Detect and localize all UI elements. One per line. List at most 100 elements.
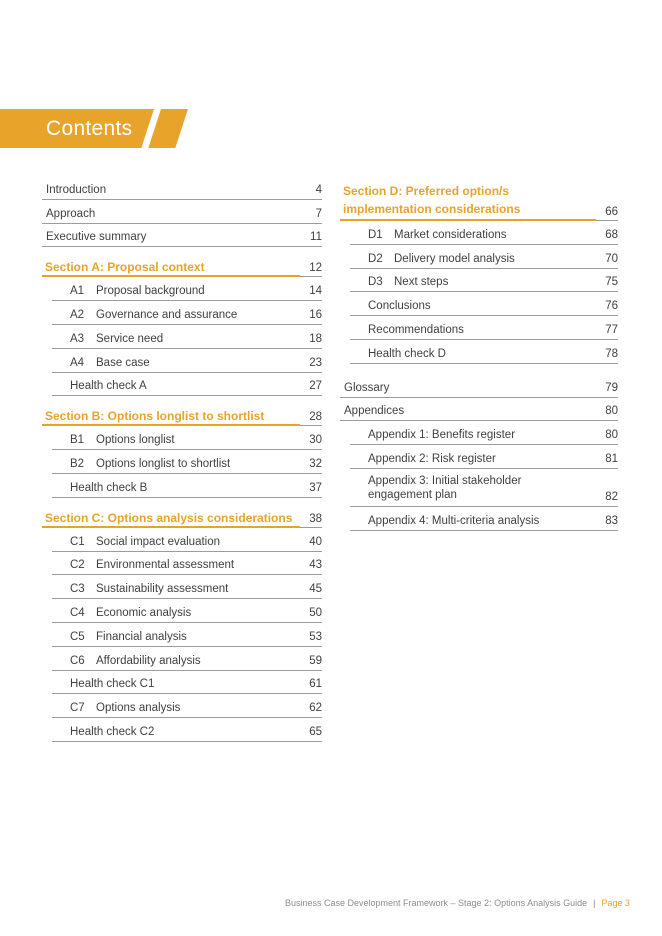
toc-entry-label-text: Service need	[96, 332, 164, 345]
toc-entry-label: C6 Affordability analysis	[70, 655, 201, 667]
footer-page-number: Page 3	[601, 898, 630, 908]
toc-entry-code: C7	[70, 702, 85, 715]
toc-entry-label-text: Proposal background	[96, 285, 205, 298]
toc-entry-code: D1	[368, 228, 383, 241]
toc-entry-label-text: Appendices	[344, 405, 405, 418]
toc-entry-label-text: Delivery model analysis	[394, 252, 515, 265]
toc-section-heading[interactable]: Section C: Options analysis consideratio…	[42, 498, 322, 528]
toc-entry[interactable]: A3 Service need 18	[52, 325, 322, 349]
toc-entry-label: Executive summary	[46, 231, 146, 243]
toc-entry[interactable]: Appendix 2: Risk register 81	[350, 445, 618, 469]
toc-entry[interactable]: D2 Delivery model analysis 70	[350, 245, 618, 269]
toc-entry[interactable]: B1 Options longlist 30	[52, 426, 322, 451]
toc-section-heading[interactable]: Section A: Proposal context 12	[42, 247, 322, 278]
toc-entry-code: B2	[70, 457, 85, 470]
toc-entry-page-number: 23	[309, 356, 322, 369]
toc-entry-page-number: 14	[309, 285, 322, 298]
toc-entry[interactable]: Appendix 3: Initial stakeholder engagemen…	[350, 469, 618, 507]
toc-section-heading[interactable]: Section D: Preferred option/s implementat…	[340, 176, 618, 221]
toc-entry[interactable]: A2 Governance and assurance 16	[52, 301, 322, 325]
toc-entry[interactable]: C2 Environmental assessment 43	[52, 552, 322, 576]
toc-entry[interactable]: Recommendations 77	[350, 316, 618, 340]
toc-entry[interactable]: D1 Market considerations 68	[350, 221, 618, 245]
toc-entry-label-text: Environmental assessment	[96, 559, 235, 572]
toc-entry[interactable]: Health check B 37	[52, 474, 322, 498]
toc-entry-label-line: Appendix 3: Initial stakeholder	[368, 474, 522, 487]
toc-entry-code: A2	[70, 308, 85, 321]
toc-entry-page-number: 50	[309, 606, 322, 619]
toc-entry[interactable]: Conclusions 76	[350, 292, 618, 317]
toc-entry-code: C2	[70, 559, 85, 572]
toc-entry-label-text: Next steps	[394, 276, 449, 289]
toc-entry[interactable]: C6 Affordability analysis 59	[52, 647, 322, 671]
toc-entry-page-number: 18	[309, 332, 322, 345]
toc-entry-page-number: 78	[605, 347, 618, 360]
toc-entry-label: C7 Options analysis	[70, 702, 180, 714]
toc-entry[interactable]: Appendix 1: Benefits register 80	[350, 421, 618, 446]
toc-entry[interactable]: Introduction 4	[42, 176, 322, 200]
toc-entry-label-text: Section C: Options analysis consideratio…	[45, 510, 293, 525]
toc-entry[interactable]: Glossary 79	[340, 374, 618, 398]
toc-entry-label-line: implementation considerations	[343, 201, 521, 216]
toc-entry-page-number: 30	[309, 434, 322, 447]
toc-entry-label-text: Health check C2	[70, 725, 155, 738]
toc-entry-code: C3	[70, 583, 85, 596]
toc-entry[interactable]: B2 Options longlist to shortlist 32	[52, 450, 322, 474]
toc-entry-page-number: 32	[309, 457, 322, 470]
toc-section-heading[interactable]: Section B: Options longlist to shortlist…	[42, 396, 322, 427]
toc-entry-page-number: 80	[605, 429, 618, 442]
toc-entry-label-text: Appendix 2: Risk register	[368, 452, 496, 465]
footer-doc-title: Business Case Development Framework – St…	[284, 898, 588, 908]
toc-entry[interactable]: D3 Next steps 75	[350, 269, 618, 293]
toc-entry[interactable]: C1 Social impact evaluation 40	[52, 528, 322, 552]
toc-entry-page-number: 75	[605, 276, 618, 289]
toc-entry-label-text: Health check C1	[70, 678, 155, 691]
toc-entry-code: A3	[70, 332, 85, 345]
toc-entry[interactable]: Health check C2 65	[52, 718, 322, 742]
toc-entry-label: D1 Market considerations	[368, 229, 507, 241]
toc-entry[interactable]: C3 Sustainability assessment 45	[52, 575, 322, 600]
toc-column-right: Section D: Preferred option/s implementat…	[340, 176, 618, 531]
toc-entry-page-number: 77	[605, 323, 618, 336]
toc-entry[interactable]: A4 Base case 23	[52, 349, 322, 373]
toc-entry-page-number: 38	[309, 512, 322, 525]
toc-entry-page-number: 80	[605, 405, 618, 418]
toc-entry-page-number: 68	[605, 228, 618, 241]
toc-entry-label-text: Approach	[46, 207, 96, 220]
toc-entry[interactable]: C7 Options analysis 62	[52, 694, 322, 719]
toc-entry-label-line: Section D: Preferred option/s	[343, 184, 510, 198]
toc-entry-page-number: 79	[605, 381, 618, 394]
toc-entry-label: Approach	[46, 208, 95, 220]
toc-entry[interactable]: Executive summary 11	[42, 224, 322, 248]
toc-entry-label: D2 Delivery model analysis	[368, 253, 515, 265]
toc-entry-label: Health check A	[70, 380, 147, 392]
toc-entry-label: Conclusions	[368, 300, 431, 312]
toc-entry[interactable]: Health check D 78	[350, 340, 618, 364]
toc-entry[interactable]: Health check A 27	[52, 373, 322, 397]
toc-entry-label-line: engagement plan	[368, 489, 457, 502]
toc-entry-label-text: Conclusions	[368, 300, 431, 313]
toc-entry-label: Health check D	[368, 348, 446, 360]
toc-entry-label-text: Governance and assurance	[96, 308, 238, 321]
toc-entry-label: C5 Financial analysis	[70, 631, 187, 643]
toc-entry-label-text: Recommendations	[368, 323, 464, 336]
toc-entry-label-text: Affordability analysis	[96, 654, 201, 667]
toc-entry[interactable]: A1 Proposal background 14	[52, 277, 322, 302]
toc-entry-label-text: Base case	[96, 356, 150, 369]
toc-entry-page-number: 4	[315, 183, 322, 196]
toc-entry[interactable]: C4 Economic analysis 50	[52, 599, 322, 623]
toc-entry-label: Appendix 4: Multi-criteria analysis	[368, 515, 539, 527]
toc-entry-label: Health check C2	[70, 726, 154, 738]
page-footer: Business Case Development Framework – St…	[285, 898, 630, 908]
toc-entry-label-text: Social impact evaluation	[96, 535, 221, 548]
toc-entry[interactable]: C5 Financial analysis 53	[52, 623, 322, 647]
toc-entry-label: C4 Economic analysis	[70, 607, 191, 619]
toc-entry[interactable]: Appendix 4: Multi-criteria analysis 83	[350, 507, 618, 531]
toc-entry-label: Introduction	[46, 184, 106, 196]
toc-entry[interactable]: Approach 7	[42, 200, 322, 224]
toc-entry[interactable]: Appendices 80	[340, 398, 618, 422]
toc-entry-page-number: 83	[605, 514, 618, 527]
toc-entry[interactable]: Health check C1 61	[52, 671, 322, 695]
toc-entry-label: Appendix 1: Benefits register	[368, 429, 515, 441]
toc-entry-code: D2	[368, 252, 383, 265]
